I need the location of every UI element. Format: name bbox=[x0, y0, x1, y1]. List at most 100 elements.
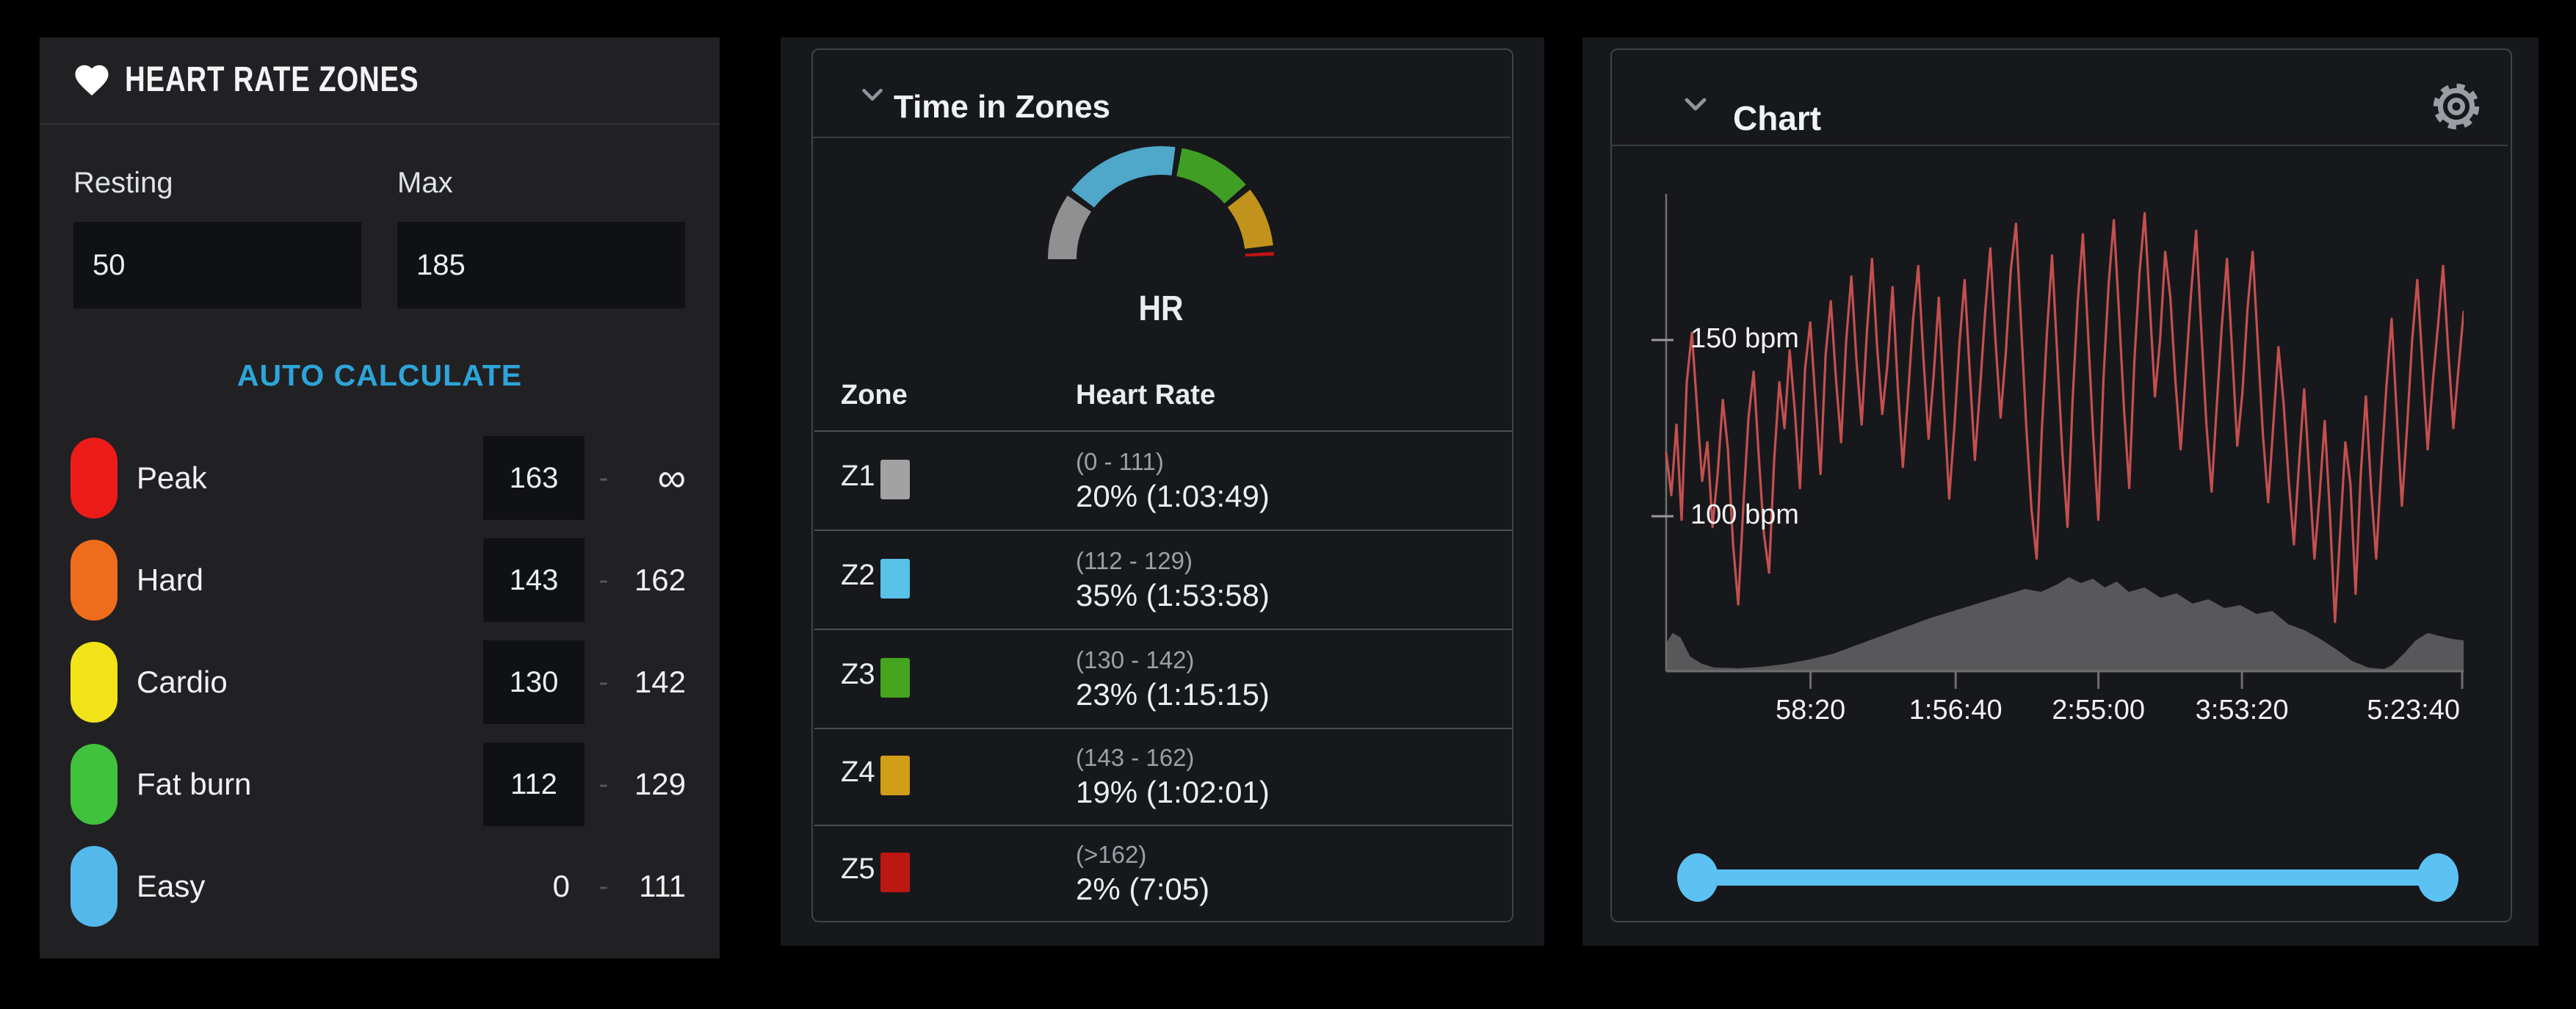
slider-handle-left[interactable] bbox=[1677, 853, 1718, 902]
gauge-segment-Z5 bbox=[1245, 252, 1274, 257]
table-divider bbox=[814, 825, 1512, 826]
x-tick-label: 58:20 bbox=[1776, 695, 1846, 726]
zone-id: Z2 bbox=[841, 559, 875, 591]
zone-range: (143 - 162) bbox=[1076, 744, 1195, 771]
max-label: Max bbox=[397, 167, 453, 199]
zone-name: Peak bbox=[137, 460, 207, 495]
table-divider bbox=[814, 529, 1512, 531]
header-divider bbox=[40, 123, 720, 125]
zone-swatch bbox=[880, 559, 910, 598]
zone-color-pill bbox=[70, 438, 117, 518]
range-separator: - bbox=[598, 871, 609, 902]
header-divider bbox=[1612, 145, 2508, 146]
zone-name: Cardio bbox=[137, 665, 228, 699]
zone-range: (0 - 111) bbox=[1076, 448, 1164, 475]
zone-high-value: 162 bbox=[634, 563, 686, 597]
x-tick-label: 5:23:40 bbox=[2367, 695, 2460, 726]
chart-header[interactable]: Chart bbox=[1612, 48, 2420, 144]
zone-name: Fat burn bbox=[137, 767, 252, 801]
zone-row-cardio: Cardio 130 - 142 bbox=[40, 640, 720, 724]
range-separator: - bbox=[598, 565, 609, 596]
zone-low-input[interactable]: 112 bbox=[483, 742, 585, 826]
range-separator: - bbox=[598, 463, 609, 493]
gauge-segment-Z3 bbox=[1176, 148, 1246, 204]
zone-color-pill bbox=[70, 540, 117, 621]
zone-swatch bbox=[880, 853, 910, 892]
zone-time-value: 19% (1:02:01) bbox=[1076, 775, 1270, 809]
zone-color-pill bbox=[70, 744, 117, 825]
zone-name: Easy bbox=[137, 869, 206, 903]
elevation-area bbox=[1666, 577, 2464, 671]
column-header-heart-rate: Heart Rate bbox=[1076, 380, 1216, 411]
chevron-down-icon[interactable] bbox=[1678, 87, 1713, 126]
zone-low-input[interactable]: 163 bbox=[483, 436, 585, 520]
gauge-segment-Z1 bbox=[1048, 195, 1091, 259]
header-divider bbox=[813, 137, 1510, 138]
zone-swatch bbox=[880, 460, 910, 499]
auto-calculate-button[interactable]: AUTO CALCULATE bbox=[236, 358, 523, 392]
zone-swatch bbox=[880, 658, 910, 698]
zone-range: (>162) bbox=[1076, 841, 1147, 868]
x-tick-label: 1:56:40 bbox=[1909, 695, 2002, 726]
zone-time-value: 2% (7:05) bbox=[1076, 872, 1210, 906]
gauge-center-label: HR bbox=[1138, 289, 1184, 328]
gauge-segment-Z4 bbox=[1227, 189, 1273, 249]
panel-title: HEART RATE ZONES bbox=[125, 60, 419, 99]
resting-label: Resting bbox=[73, 167, 173, 199]
zone-id: Z4 bbox=[841, 756, 875, 788]
y-tick-label: 150 bpm bbox=[1690, 323, 1799, 354]
slider-handle-right[interactable] bbox=[2417, 853, 2459, 902]
hr-chart-plot bbox=[1651, 194, 2465, 693]
zone-row-peak: Peak 163 - ∞ bbox=[40, 436, 720, 520]
x-tick-label: 2:55:00 bbox=[2052, 695, 2145, 726]
chart-panel: Chart 150 bpm 100 bpm 58:20 1:56:40 2:55:00 3… bbox=[1582, 37, 2539, 946]
range-separator: - bbox=[598, 769, 609, 800]
x-tick-label: 3:53:20 bbox=[2195, 695, 2289, 726]
tiz-gauge bbox=[1029, 131, 1293, 271]
zone-row-easy: Easy 0 - 111 bbox=[40, 845, 720, 928]
zone-row-hard: Hard 143 - 162 bbox=[40, 538, 720, 622]
zone-range: (112 - 129) bbox=[1076, 547, 1193, 574]
gear-icon[interactable] bbox=[2431, 81, 2482, 136]
zone-time-value: 23% (1:15:15) bbox=[1076, 677, 1270, 712]
chart-card bbox=[1610, 48, 2512, 922]
zone-time-value: 35% (1:53:58) bbox=[1076, 578, 1270, 612]
chevron-down-icon[interactable] bbox=[855, 78, 889, 115]
zone-id: Z3 bbox=[841, 658, 875, 690]
time-in-zones-header[interactable]: Time in Zones bbox=[813, 48, 1510, 137]
card-title: Chart bbox=[1733, 99, 1822, 137]
zone-low-value: 0 bbox=[552, 869, 570, 903]
y-tick-label: 100 bpm bbox=[1690, 499, 1799, 530]
zone-high-value: ∞ bbox=[657, 456, 687, 500]
time-in-zones-card bbox=[811, 48, 1513, 922]
time-range-slider-track[interactable] bbox=[1698, 869, 2438, 886]
zone-id: Z5 bbox=[841, 853, 875, 885]
time-in-zones-panel: Time in Zones HR Zone Heart Rate Z1 (0 -… bbox=[781, 37, 1544, 946]
max-input[interactable]: 185 bbox=[397, 222, 685, 308]
zone-high-value: 129 bbox=[634, 767, 686, 801]
zone-id: Z1 bbox=[841, 460, 875, 492]
zone-high-value: 111 bbox=[639, 869, 686, 903]
zone-high-value: 142 bbox=[634, 665, 686, 699]
zone-swatch bbox=[880, 756, 910, 795]
zone-low-input[interactable]: 143 bbox=[483, 538, 585, 622]
gauge-segment-Z2 bbox=[1071, 146, 1176, 208]
zone-low-input[interactable]: 130 bbox=[483, 640, 585, 724]
resting-input[interactable]: 50 bbox=[73, 222, 361, 308]
card-title: Time in Zones bbox=[894, 89, 1111, 125]
table-divider bbox=[814, 430, 1512, 432]
heart-icon bbox=[72, 60, 112, 100]
zone-range: (130 - 142) bbox=[1076, 646, 1195, 673]
range-separator: - bbox=[598, 667, 609, 698]
column-header-zone: Zone bbox=[841, 380, 908, 411]
zone-name: Hard bbox=[137, 563, 204, 597]
zone-color-pill bbox=[70, 846, 117, 927]
heart-rate-zones-panel: HEART RATE ZONES Resting Max 50 185 AUTO… bbox=[40, 37, 720, 958]
heart-rate-line bbox=[1665, 211, 2465, 623]
zone-row-fat-burn: Fat burn 112 - 129 bbox=[40, 742, 720, 826]
zone-time-value: 20% (1:03:49) bbox=[1076, 479, 1270, 513]
table-divider bbox=[814, 728, 1512, 729]
zone-color-pill bbox=[70, 642, 117, 723]
table-divider bbox=[814, 629, 1512, 630]
